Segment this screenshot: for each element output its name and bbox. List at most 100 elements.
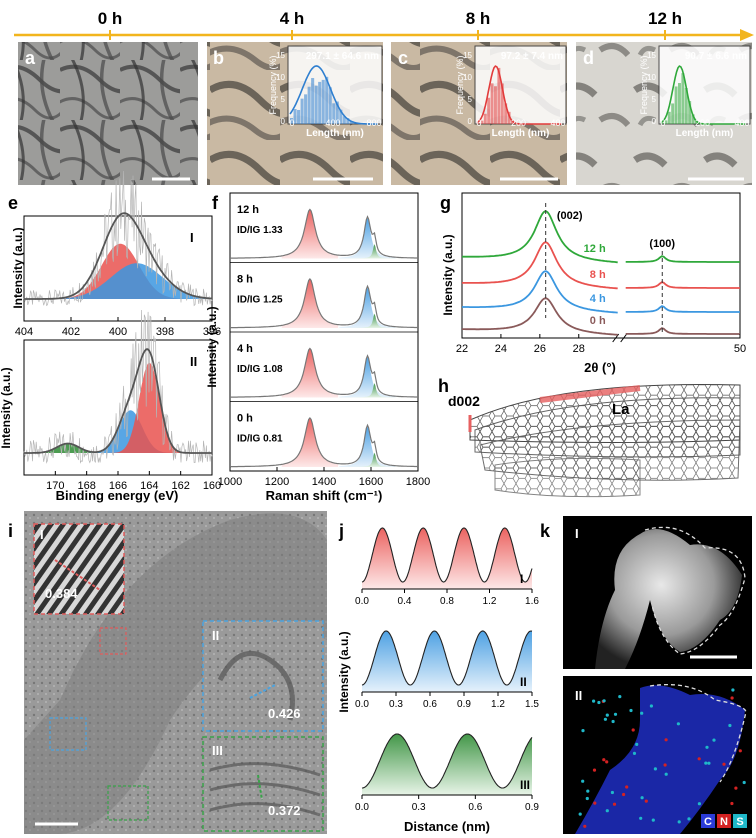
element-dot (712, 738, 716, 742)
la-arrow (539, 385, 641, 403)
histogram-bar (311, 78, 315, 124)
eds-dots (578, 688, 746, 828)
line-profiles: 0.0 0.4 0.8 1.2 1.6I 0.0 0.3 0.6 0.9 1.2 1.5 II 0.0 0… (355, 527, 539, 813)
eds-legend: C N S (701, 814, 747, 828)
tick-label: 0.0 (355, 802, 369, 813)
element-dot (677, 820, 681, 824)
profile-fill (362, 528, 532, 589)
hrtem-inset (33, 523, 125, 615)
tick-label: 160 (203, 480, 221, 492)
tick-label: 1600 (359, 476, 383, 488)
timeline-label: 8 h (466, 9, 491, 28)
histogram-bar (318, 81, 322, 124)
region-box (99, 627, 127, 655)
histogram-bar (307, 86, 311, 124)
tick-label: 0.8 (440, 596, 454, 607)
sample-time: 4 h (237, 343, 253, 355)
legend-swatch (701, 814, 715, 828)
tick-label: 22 (456, 343, 468, 355)
tick-label: 166 (109, 480, 127, 492)
panel-letter: a (25, 48, 36, 68)
raman-component (339, 357, 396, 398)
inset-tick: 5 (281, 95, 286, 104)
element-dot (610, 790, 615, 795)
panel-letter: d (583, 48, 594, 68)
tick-label: 402 (62, 326, 80, 338)
axis-ylabel: Intensity (a.u.) (337, 631, 351, 712)
inset-ylabel: Frequency (%) (455, 55, 465, 114)
inset-tick: 15 (276, 51, 285, 60)
histogram-bar (342, 116, 346, 124)
panel-letter: e (8, 193, 18, 213)
tick-label: 26 (534, 343, 546, 355)
histogram-bar (494, 86, 497, 124)
element-dot (586, 789, 590, 793)
inset-tick: 10 (463, 73, 472, 82)
panel-letter: k (540, 521, 551, 541)
tick-label: 0.9 (525, 802, 539, 813)
timeline-arrow-icon (740, 29, 754, 41)
element-dot (581, 779, 585, 783)
histogram-bar (684, 87, 688, 124)
element-dot (704, 761, 708, 765)
spectrum-label: I (190, 230, 194, 245)
histogram-bar (349, 121, 353, 124)
inset-tick: 10 (276, 73, 285, 82)
element-dot (593, 801, 597, 805)
element-dot (639, 816, 643, 820)
histogram-bar (667, 111, 671, 124)
panel-letter: j (338, 521, 344, 541)
graphitic-structure-illustration (468, 383, 741, 498)
measurement-line (54, 559, 101, 591)
tick-label: 1.2 (491, 699, 505, 710)
histogram-bar (321, 79, 325, 124)
tick-label: 162 (171, 480, 189, 492)
tick-label: 1.5 (525, 699, 539, 710)
sample-time: 12 h (237, 204, 259, 216)
histogram-bar (335, 101, 339, 124)
panel-letter: f (212, 193, 219, 213)
region-box (107, 785, 149, 821)
histogram-bar (339, 109, 343, 124)
histogram-bar (483, 113, 487, 124)
inset-tick: 5 (468, 95, 473, 104)
legend-swatch (717, 814, 731, 828)
histogram-bar (674, 86, 678, 124)
panel-b: b 297.1 ± 64.6 nm Length (nm) 0 400 800 0 5 10 1… (207, 42, 383, 185)
axis-break (613, 195, 626, 336)
element-dot (697, 802, 702, 806)
plot-frame (461, 192, 741, 339)
raw-spectrum (23, 170, 213, 307)
element-dot (730, 801, 734, 806)
element-dot (618, 695, 622, 699)
panel-letter: b (213, 48, 224, 68)
axis-xlabel: Binding energy (eV) (56, 488, 179, 503)
inset-tick: 0 (660, 118, 665, 128)
spacing-value: 0.372 (268, 803, 301, 818)
element-dot (663, 763, 667, 767)
tick-label: 170 (46, 480, 64, 492)
fit-component (24, 362, 212, 453)
tick-label: 1800 (406, 476, 430, 488)
xrd-trace (461, 241, 618, 290)
inset-tick: 400 (325, 118, 340, 128)
panel-h: h d002 La (438, 376, 741, 498)
element-dot (653, 767, 658, 771)
raman-component (281, 209, 339, 259)
fit-component (24, 243, 212, 299)
raman-component (281, 348, 339, 398)
tick-label: 24 (495, 343, 507, 355)
element-dot (592, 768, 597, 772)
raman-component (339, 426, 396, 467)
inset-ylabel: Frequency (%) (639, 55, 649, 114)
element-dot (697, 757, 701, 761)
profile-line (361, 630, 533, 686)
raman-component (281, 418, 339, 467)
series-label: 12 h (584, 243, 606, 255)
inset-label: I (575, 526, 579, 541)
element-dot (731, 688, 735, 692)
tick-label: 1200 (265, 476, 289, 488)
xrd-trace (625, 281, 740, 289)
peak-annotation: (100) (649, 238, 675, 250)
